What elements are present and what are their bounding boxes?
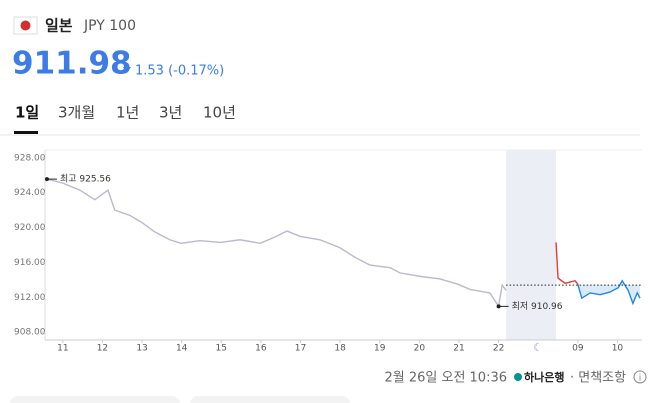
y-tick-label: 924.00 [14, 188, 46, 198]
tab[interactable]: 3년 [159, 104, 182, 122]
y-tick-label: 912.00 [14, 293, 46, 303]
down-arrow [123, 67, 131, 73]
x-tick-label: 15 [216, 344, 227, 354]
card-edge [10, 396, 180, 403]
info-i: i [639, 374, 642, 384]
chart: 928.00 924.00 920.00 916.00 912.00 908.00 11 12… [14, 149, 642, 354]
country: 일본 [45, 17, 73, 35]
card-edge [190, 396, 350, 403]
x-tick-label: 20 [414, 344, 426, 354]
change: 1.53 (-0.17%) [135, 64, 224, 79]
x-tick-label: 14 [176, 344, 188, 354]
x-tick-label: 19 [374, 344, 386, 354]
x-tick-label: 18 [334, 344, 346, 354]
x-tick-label: 12 [97, 344, 108, 354]
annotation: 최저 910.96 [512, 301, 563, 312]
tab[interactable]: 1년 [116, 104, 139, 122]
x-tick-label: 22 [493, 344, 504, 354]
tab-underline [14, 131, 38, 134]
bank: 하나은행 [524, 370, 564, 384]
tab[interactable]: 10년 [203, 104, 236, 122]
disclaimer[interactable]: · 면책조항 [570, 371, 626, 386]
tab[interactable]: 1일 [15, 104, 39, 122]
x-tick-label: 17 [295, 344, 306, 354]
annotation: 최고 925.56 [60, 174, 111, 185]
x-tick-label: 09 [572, 344, 584, 354]
y-tick-label: 920.00 [14, 223, 46, 233]
tab[interactable]: 3개월 [58, 104, 95, 122]
bank-logo [514, 373, 522, 381]
x-tick-label: 16 [255, 344, 267, 354]
info-icon[interactable] [633, 370, 647, 384]
closed-market-shade [506, 150, 557, 340]
x-tick-label: 11 [57, 344, 68, 354]
currency: JPY 100 [83, 18, 136, 34]
y-tick-label: 908.00 [14, 328, 46, 338]
x-tick-label: 13 [136, 344, 147, 354]
line [577, 279, 641, 306]
x-tick-label: 21 [453, 344, 464, 354]
price: 911.98 [12, 46, 132, 82]
y-tick-label: 916.00 [14, 258, 46, 268]
night-icon: ☾ [533, 341, 543, 354]
y-tick-label: 928.00 [14, 153, 46, 163]
time: 2월 26일 오전 10:36 [384, 371, 507, 386]
tabs: 1일 3개월 1년 3년 10년 [15, 104, 236, 122]
line [46, 178, 507, 309]
flag-dot [20, 20, 31, 31]
x-tick-label: 10 [612, 344, 624, 354]
line [555, 242, 579, 285]
